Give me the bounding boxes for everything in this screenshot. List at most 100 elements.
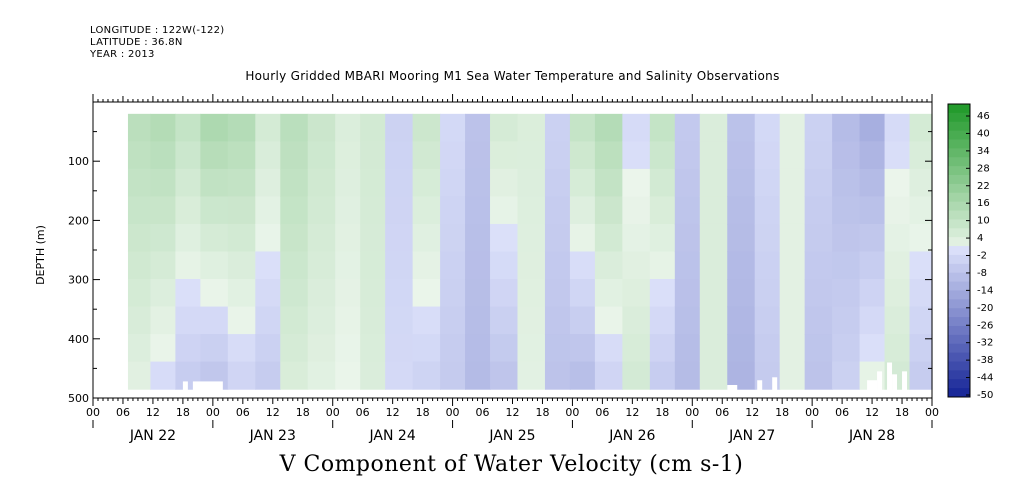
heatmap-cell: [804, 361, 833, 390]
heatmap-cell: [200, 334, 229, 363]
heatmap-cell: [335, 361, 361, 390]
year-label: YEAR : 2013: [90, 49, 155, 60]
colorbar-swatch: [948, 228, 970, 238]
heatmap-cell: [674, 334, 701, 363]
colorbar-label: 28: [977, 163, 990, 174]
heatmap-cell: [360, 113, 386, 142]
x-hour-label: 12: [506, 406, 520, 419]
heatmap-cell: [360, 251, 386, 280]
heatmap-cell: [490, 141, 519, 170]
heatmap-cell: [649, 306, 676, 335]
colorbar-swatch: [948, 325, 970, 336]
x-day-label: JAN 23: [249, 428, 296, 444]
heatmap-cell: [594, 168, 623, 198]
heatmap-cell: [200, 196, 229, 225]
heatmap-cell: [622, 141, 651, 170]
heatmap-cell: [255, 306, 281, 335]
heatmap-cell: [307, 168, 336, 198]
heatmap-cell: [754, 196, 781, 225]
heatmap-cell: [255, 113, 281, 142]
heatmap-cell: [227, 141, 256, 170]
heatmap-cell: [832, 141, 861, 170]
colorbar: 46 40 34 28 22 16 10 4 -2 -8 -14 -20 -26 -32 -38 -44 -50: [947, 103, 993, 401]
x-hour-label: 18: [895, 406, 909, 419]
heatmap-cell: [150, 279, 176, 308]
heatmap-cell: [699, 306, 728, 335]
colorbar-label: -8: [977, 268, 987, 279]
variable-title: V Component of Water Velocity (cm s-1): [0, 452, 1009, 477]
heatmap-cell: [227, 168, 256, 198]
colorbar-swatch: [948, 334, 970, 345]
heatmap-cell: [649, 334, 676, 363]
heatmap-cell: [360, 223, 386, 253]
x-hour-label: 06: [116, 406, 130, 419]
colorbar-swatch: [948, 281, 970, 291]
heatmap-cell: [569, 168, 596, 198]
heatmap-cell: [412, 279, 441, 308]
heatmap-cell: [227, 279, 256, 308]
heatmap-cell: [335, 334, 361, 363]
heatmap-cell: [412, 113, 441, 142]
heatmap-cell: [412, 361, 441, 390]
heatmap-cell: [385, 168, 414, 198]
x-day-label: JAN 22: [129, 428, 176, 444]
heatmap-cell: [175, 334, 201, 363]
y-axis-label: DEPTH (m): [34, 225, 47, 285]
heatmap-cell: [412, 251, 441, 280]
heatmap-cell: [754, 306, 781, 335]
heatmap-cell: [127, 334, 152, 363]
heatmap-cell: [385, 141, 414, 170]
heatmap-cell: [594, 251, 623, 280]
heatmap-cell: [150, 168, 176, 198]
heatmap-cell: [465, 196, 491, 225]
heatmap-cell: [727, 251, 756, 280]
x-day-label: JAN 24: [369, 428, 416, 444]
heatmap-cell: [335, 223, 361, 253]
heatmap-cell: [804, 113, 833, 142]
x-hour-label: 00: [685, 406, 699, 419]
x-hour-label: 18: [176, 406, 190, 419]
heatmap-cell: [127, 196, 152, 225]
heatmap-cell: [150, 306, 176, 335]
heatmap-cell: [754, 113, 781, 142]
colorbar-label: 46: [977, 111, 990, 122]
heatmap-cell: [544, 141, 571, 170]
colorbar-swatch: [948, 308, 970, 318]
heatmap-cell: [227, 223, 256, 253]
heatmap-cell: [517, 361, 546, 390]
missing-data-gap: [182, 381, 188, 391]
heatmap-cell: [674, 279, 701, 308]
colorbar-swatch: [948, 166, 970, 176]
heatmap-cell: [622, 251, 651, 280]
heatmap-cell: [385, 361, 414, 390]
colorbar-swatch: [948, 175, 970, 185]
heatmap-cell: [674, 306, 701, 335]
y-tick-label: 100: [68, 155, 89, 168]
heatmap-cell: [465, 361, 491, 390]
x-hour-label: 00: [446, 406, 460, 419]
colorbar-swatch: [948, 121, 970, 132]
heatmap-cell: [490, 113, 519, 142]
heatmap-cell: [280, 306, 309, 335]
colorbar-label: -44: [977, 373, 993, 384]
x-axis: 00 06 12 18 00 06 12 18 00 06 12 18 00 06 12 18 00 06 12 18…: [86, 94, 939, 444]
heatmap-cell: [440, 361, 466, 390]
x-hour-label: 00: [805, 406, 819, 419]
heatmap-cell: [517, 306, 546, 335]
heatmap-cell: [517, 168, 546, 198]
heatmap-cell: [909, 251, 933, 280]
x-hour-label: 12: [386, 406, 400, 419]
heatmap-cell: [440, 196, 466, 225]
heatmap-cell: [360, 306, 386, 335]
x-hour-label: 00: [925, 406, 939, 419]
colorbar-label: -2: [977, 251, 987, 262]
heatmap-cell: [622, 279, 651, 308]
heatmap-cell: [517, 279, 546, 308]
x-hour-label: 18: [296, 406, 310, 419]
colorbar-label: -32: [977, 338, 993, 349]
heatmap-cell: [779, 361, 806, 390]
chart-title: Hourly Gridded MBARI Mooring M1 Sea Wate…: [0, 69, 1009, 83]
heatmap-cell: [909, 223, 933, 253]
heatmap-cell: [754, 141, 781, 170]
missing-data-gap: [902, 371, 908, 391]
